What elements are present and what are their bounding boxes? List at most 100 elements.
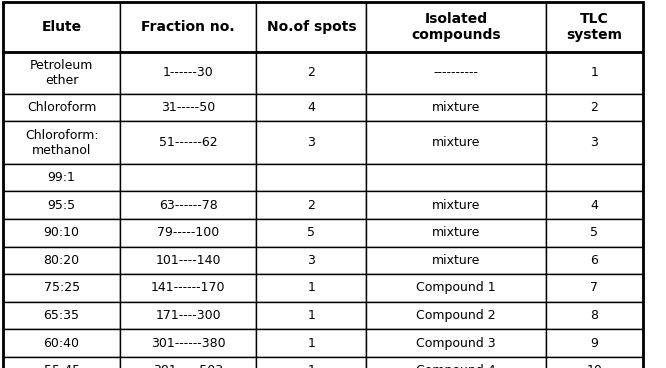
Bar [256,2,366,52]
Text: mixture: mixture [432,136,480,149]
Text: ----------: ---------- [434,66,479,79]
Text: 9: 9 [591,337,598,350]
Text: 1: 1 [308,309,315,322]
Text: Elute: Elute [41,20,82,34]
Bar [256,94,366,121]
Text: Petroleum
ether: Petroleum ether [30,59,93,87]
Text: 301------380: 301------380 [151,337,226,350]
Text: Chloroform:
methanol: Chloroform: methanol [25,128,99,157]
Text: 3: 3 [591,136,598,149]
Text: 3: 3 [308,136,315,149]
Bar [546,329,643,357]
Bar [366,94,546,121]
Bar [120,191,256,219]
Text: 51------62: 51------62 [159,136,218,149]
Bar [3,247,120,274]
Bar [3,164,120,191]
Text: Isolated
compounds: Isolated compounds [412,11,501,42]
Bar [120,357,256,368]
Text: 171----300: 171----300 [155,309,221,322]
Bar [546,302,643,329]
Text: 60:40: 60:40 [43,337,80,350]
Bar [366,191,546,219]
Text: 7: 7 [590,282,599,294]
Text: 63------78: 63------78 [159,199,218,212]
Bar [366,164,546,191]
Bar [546,274,643,302]
Bar [256,164,366,191]
Text: 4: 4 [591,199,598,212]
Text: Compound 4: Compound 4 [416,364,496,368]
Bar [3,219,120,247]
Bar [366,247,546,274]
Text: No.of spots: No.of spots [266,20,356,34]
Text: mixture: mixture [432,199,480,212]
Bar [120,94,256,121]
Bar [120,302,256,329]
Bar [546,357,643,368]
Bar [120,329,256,357]
Bar [256,247,366,274]
Text: 1: 1 [308,337,315,350]
Bar [366,219,546,247]
Text: 141------170: 141------170 [151,282,225,294]
Bar [120,121,256,164]
Bar [546,2,643,52]
Bar [120,247,256,274]
Bar [366,2,546,52]
Text: mixture: mixture [432,254,480,267]
Bar [546,164,643,191]
Text: Compound 2: Compound 2 [416,309,496,322]
Bar [546,52,643,94]
Text: 75:25: 75:25 [43,282,80,294]
Text: Chloroform: Chloroform [27,101,97,114]
Text: 1: 1 [591,66,598,79]
Text: 5: 5 [590,226,599,239]
Bar [366,274,546,302]
Text: Compound 3: Compound 3 [416,337,496,350]
Text: 79-----100: 79-----100 [157,226,219,239]
Bar [256,274,366,302]
Text: 6: 6 [591,254,598,267]
Text: 2: 2 [308,66,315,79]
Text: TLC
system: TLC system [566,11,623,42]
Bar [546,191,643,219]
Bar [256,302,366,329]
Bar [3,329,120,357]
Text: Compound 1: Compound 1 [416,282,496,294]
Bar [256,191,366,219]
Text: 80:20: 80:20 [43,254,80,267]
Text: 90:10: 90:10 [43,226,80,239]
Bar [546,121,643,164]
Bar [3,357,120,368]
Bar [256,121,366,164]
Text: 4: 4 [308,101,315,114]
Text: 31-----50: 31-----50 [161,101,215,114]
Text: 3: 3 [308,254,315,267]
Bar [366,357,546,368]
Bar [3,191,120,219]
Text: 5: 5 [307,226,316,239]
Bar [256,219,366,247]
Bar [256,357,366,368]
Text: 95:5: 95:5 [47,199,76,212]
Text: 65:35: 65:35 [43,309,80,322]
Bar [120,164,256,191]
Bar [3,2,120,52]
Bar [256,329,366,357]
Bar [546,247,643,274]
Bar [120,274,256,302]
Bar [366,52,546,94]
Text: mixture: mixture [432,101,480,114]
Bar [256,52,366,94]
Bar [120,219,256,247]
Bar [366,329,546,357]
Text: 101----140: 101----140 [155,254,221,267]
Text: 1: 1 [308,364,315,368]
Bar [3,121,120,164]
Text: 1: 1 [308,282,315,294]
Text: 55:45: 55:45 [43,364,80,368]
Text: 10: 10 [587,364,602,368]
Bar [3,302,120,329]
Bar [366,121,546,164]
